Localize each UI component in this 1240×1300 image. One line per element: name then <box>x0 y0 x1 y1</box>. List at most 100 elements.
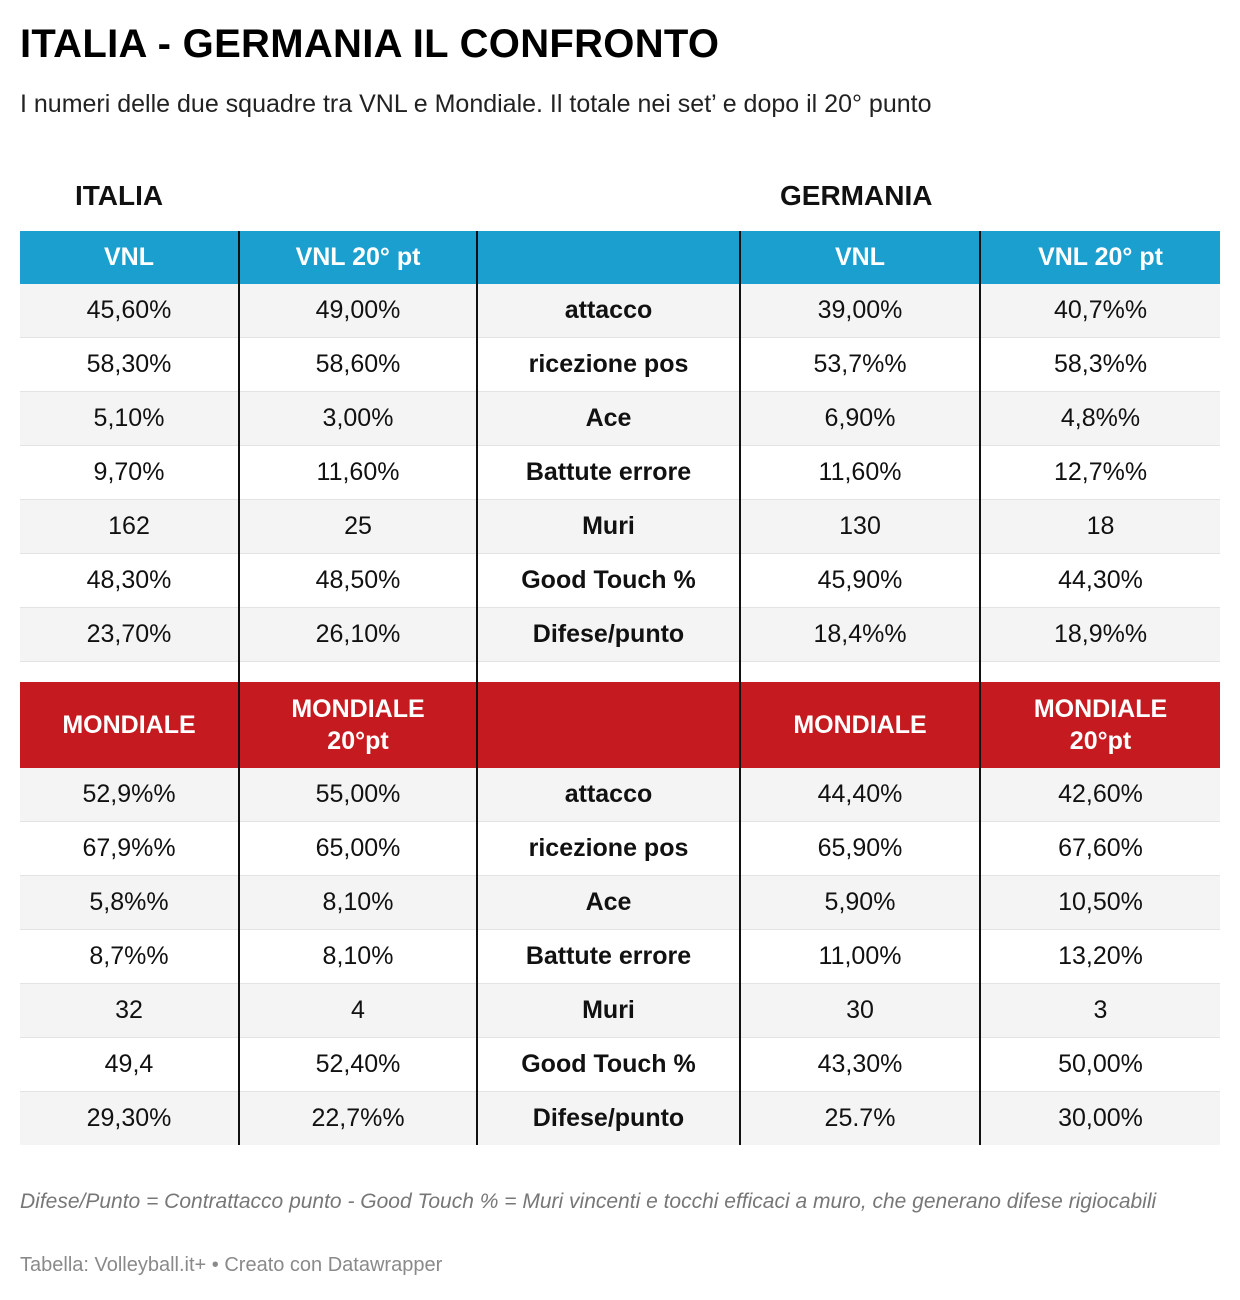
page-subtitle: I numeri delle due squadre tra VNL e Mon… <box>20 90 932 118</box>
header-cell-italia-b: MONDIALE 20°pt <box>238 682 477 768</box>
value-cell-italia-a: 49,4 <box>20 1037 239 1092</box>
value-cell-italia-a: 45,60% <box>20 284 239 338</box>
value-cell-italia-a: 5,10% <box>20 391 239 446</box>
table-row: 67,9%% 65,00% ricezione pos 65,90% 67,60% <box>20 821 1220 876</box>
value-cell-italia-b: 65,00% <box>238 821 477 876</box>
value-cell-germania-a: 53,7%% <box>739 337 980 392</box>
value-cell-italia-b: 4 <box>238 983 477 1038</box>
header-cell-germania-a: MONDIALE <box>739 682 980 768</box>
value-cell-italia-a: 67,9%% <box>20 821 239 876</box>
value-cell-italia-b: 8,10% <box>238 929 477 984</box>
header-row-vnl: VNL VNL 20° pt VNL VNL 20° pt <box>20 231 1220 284</box>
metric-label: ricezione pos <box>476 337 740 392</box>
page-title: ITALIA - GERMANIA IL CONFRONTO <box>20 22 720 66</box>
value-cell-germania-a: 130 <box>739 499 980 554</box>
header-cell-metric <box>476 231 740 284</box>
value-cell-italia-b: 48,50% <box>238 553 477 608</box>
value-cell-italia-b: 8,10% <box>238 875 477 930</box>
value-cell-germania-a: 65,90% <box>739 821 980 876</box>
table-row: 9,70% 11,60% Battute errore 11,60% 12,7%% <box>20 445 1220 500</box>
value-cell-germania-b: 42,60% <box>979 768 1220 822</box>
table-row: 48,30% 48,50% Good Touch % 45,90% 44,30% <box>20 553 1220 608</box>
value-cell-italia-b: 3,00% <box>238 391 477 446</box>
header-cell-italia-a: MONDIALE <box>20 682 239 768</box>
metric-label: Muri <box>476 499 740 554</box>
metric-label: Difese/punto <box>476 607 740 662</box>
value-cell-italia-a: 52,9%% <box>20 768 239 822</box>
metric-label: Good Touch % <box>476 553 740 608</box>
table-row: 45,60% 49,00% attacco 39,00% 40,7%% <box>20 284 1220 338</box>
metric-label: Battute errore <box>476 445 740 500</box>
value-cell-italia-a: 32 <box>20 983 239 1038</box>
comparison-table-body: VNL VNL 20° pt VNL VNL 20° pt 45,60% 49,00% at… <box>20 231 1220 1145</box>
value-cell-germania-a: 44,40% <box>739 768 980 822</box>
value-cell-germania-a: 45,90% <box>739 553 980 608</box>
source-credit: Tabella: Volleyball.it+ • Creato con Dat… <box>20 1254 443 1276</box>
metric-label: Muri <box>476 983 740 1038</box>
value-cell-germania-b: 3 <box>979 983 1220 1038</box>
value-cell-germania-a: 5,90% <box>739 875 980 930</box>
value-cell-germania-b: 18,9%% <box>979 607 1220 662</box>
value-cell-italia-b: 52,40% <box>238 1037 477 1092</box>
spacer-cell <box>979 661 1220 682</box>
team-label-germania: GERMANIA <box>780 180 933 211</box>
metric-label: attacco <box>476 768 740 822</box>
value-cell-italia-a: 162 <box>20 499 239 554</box>
value-cell-italia-b: 26,10% <box>238 607 477 662</box>
metric-label: Battute errore <box>476 929 740 984</box>
value-cell-germania-b: 50,00% <box>979 1037 1220 1092</box>
table-row: 29,30% 22,7%% Difese/punto 25.7% 30,00% <box>20 1091 1220 1145</box>
table-row: 52,9%% 55,00% attacco 44,40% 42,60% <box>20 768 1220 822</box>
metric-label: Difese/punto <box>476 1091 740 1145</box>
spacer-cell <box>739 661 980 682</box>
value-cell-germania-b: 4,8%% <box>979 391 1220 446</box>
value-cell-italia-b: 49,00% <box>238 284 477 338</box>
table-row: 5,8%% 8,10% Ace 5,90% 10,50% <box>20 875 1220 930</box>
value-cell-italia-b: 11,60% <box>238 445 477 500</box>
value-cell-germania-b: 44,30% <box>979 553 1220 608</box>
section-spacer <box>20 661 1220 682</box>
value-cell-germania-b: 12,7%% <box>979 445 1220 500</box>
value-cell-italia-a: 58,30% <box>20 337 239 392</box>
value-cell-italia-b: 22,7%% <box>238 1091 477 1145</box>
table-row: 23,70% 26,10% Difese/punto 18,4%% 18,9%% <box>20 607 1220 662</box>
table-row: 162 25 Muri 130 18 <box>20 499 1220 554</box>
table-row: 32 4 Muri 30 3 <box>20 983 1220 1038</box>
metric-label: Good Touch % <box>476 1037 740 1092</box>
header-cell-germania-a: VNL <box>739 231 980 284</box>
value-cell-germania-b: 40,7%% <box>979 284 1220 338</box>
header-cell-metric <box>476 682 740 768</box>
value-cell-italia-a: 48,30% <box>20 553 239 608</box>
comparison-table: VNL VNL 20° pt VNL VNL 20° pt 45,60% 49,00% at… <box>20 231 1220 1145</box>
value-cell-italia-a: 9,70% <box>20 445 239 500</box>
team-label-italia: ITALIA <box>75 180 164 211</box>
value-cell-germania-b: 30,00% <box>979 1091 1220 1145</box>
metric-label: Ace <box>476 391 740 446</box>
value-cell-germania-a: 30 <box>739 983 980 1038</box>
value-cell-italia-a: 5,8%% <box>20 875 239 930</box>
value-cell-germania-a: 43,30% <box>739 1037 980 1092</box>
value-cell-italia-b: 25 <box>238 499 477 554</box>
value-cell-germania-b: 58,3%% <box>979 337 1220 392</box>
metric-label: Ace <box>476 875 740 930</box>
spacer-cell <box>238 661 477 682</box>
value-cell-germania-b: 10,50% <box>979 875 1220 930</box>
value-cell-germania-a: 39,00% <box>739 284 980 338</box>
value-cell-germania-a: 6,90% <box>739 391 980 446</box>
value-cell-germania-b: 13,20% <box>979 929 1220 984</box>
value-cell-germania-b: 18 <box>979 499 1220 554</box>
spacer-cell <box>20 661 239 682</box>
header-cell-germania-b: VNL 20° pt <box>979 231 1220 284</box>
value-cell-italia-a: 23,70% <box>20 607 239 662</box>
value-cell-italia-b: 55,00% <box>238 768 477 822</box>
table-row: 49,4 52,40% Good Touch % 43,30% 50,00% <box>20 1037 1220 1092</box>
header-row-mondiale: MONDIALE MONDIALE 20°pt MONDIALE MONDIALE 2… <box>20 682 1220 768</box>
table-row: 5,10% 3,00% Ace 6,90% 4,8%% <box>20 391 1220 446</box>
value-cell-italia-b: 58,60% <box>238 337 477 392</box>
header-cell-italia-b: VNL 20° pt <box>238 231 477 284</box>
table-row: 8,7%% 8,10% Battute errore 11,00% 13,20% <box>20 929 1220 984</box>
metric-label: attacco <box>476 284 740 338</box>
value-cell-germania-a: 11,00% <box>739 929 980 984</box>
metric-label: ricezione pos <box>476 821 740 876</box>
value-cell-italia-a: 8,7%% <box>20 929 239 984</box>
